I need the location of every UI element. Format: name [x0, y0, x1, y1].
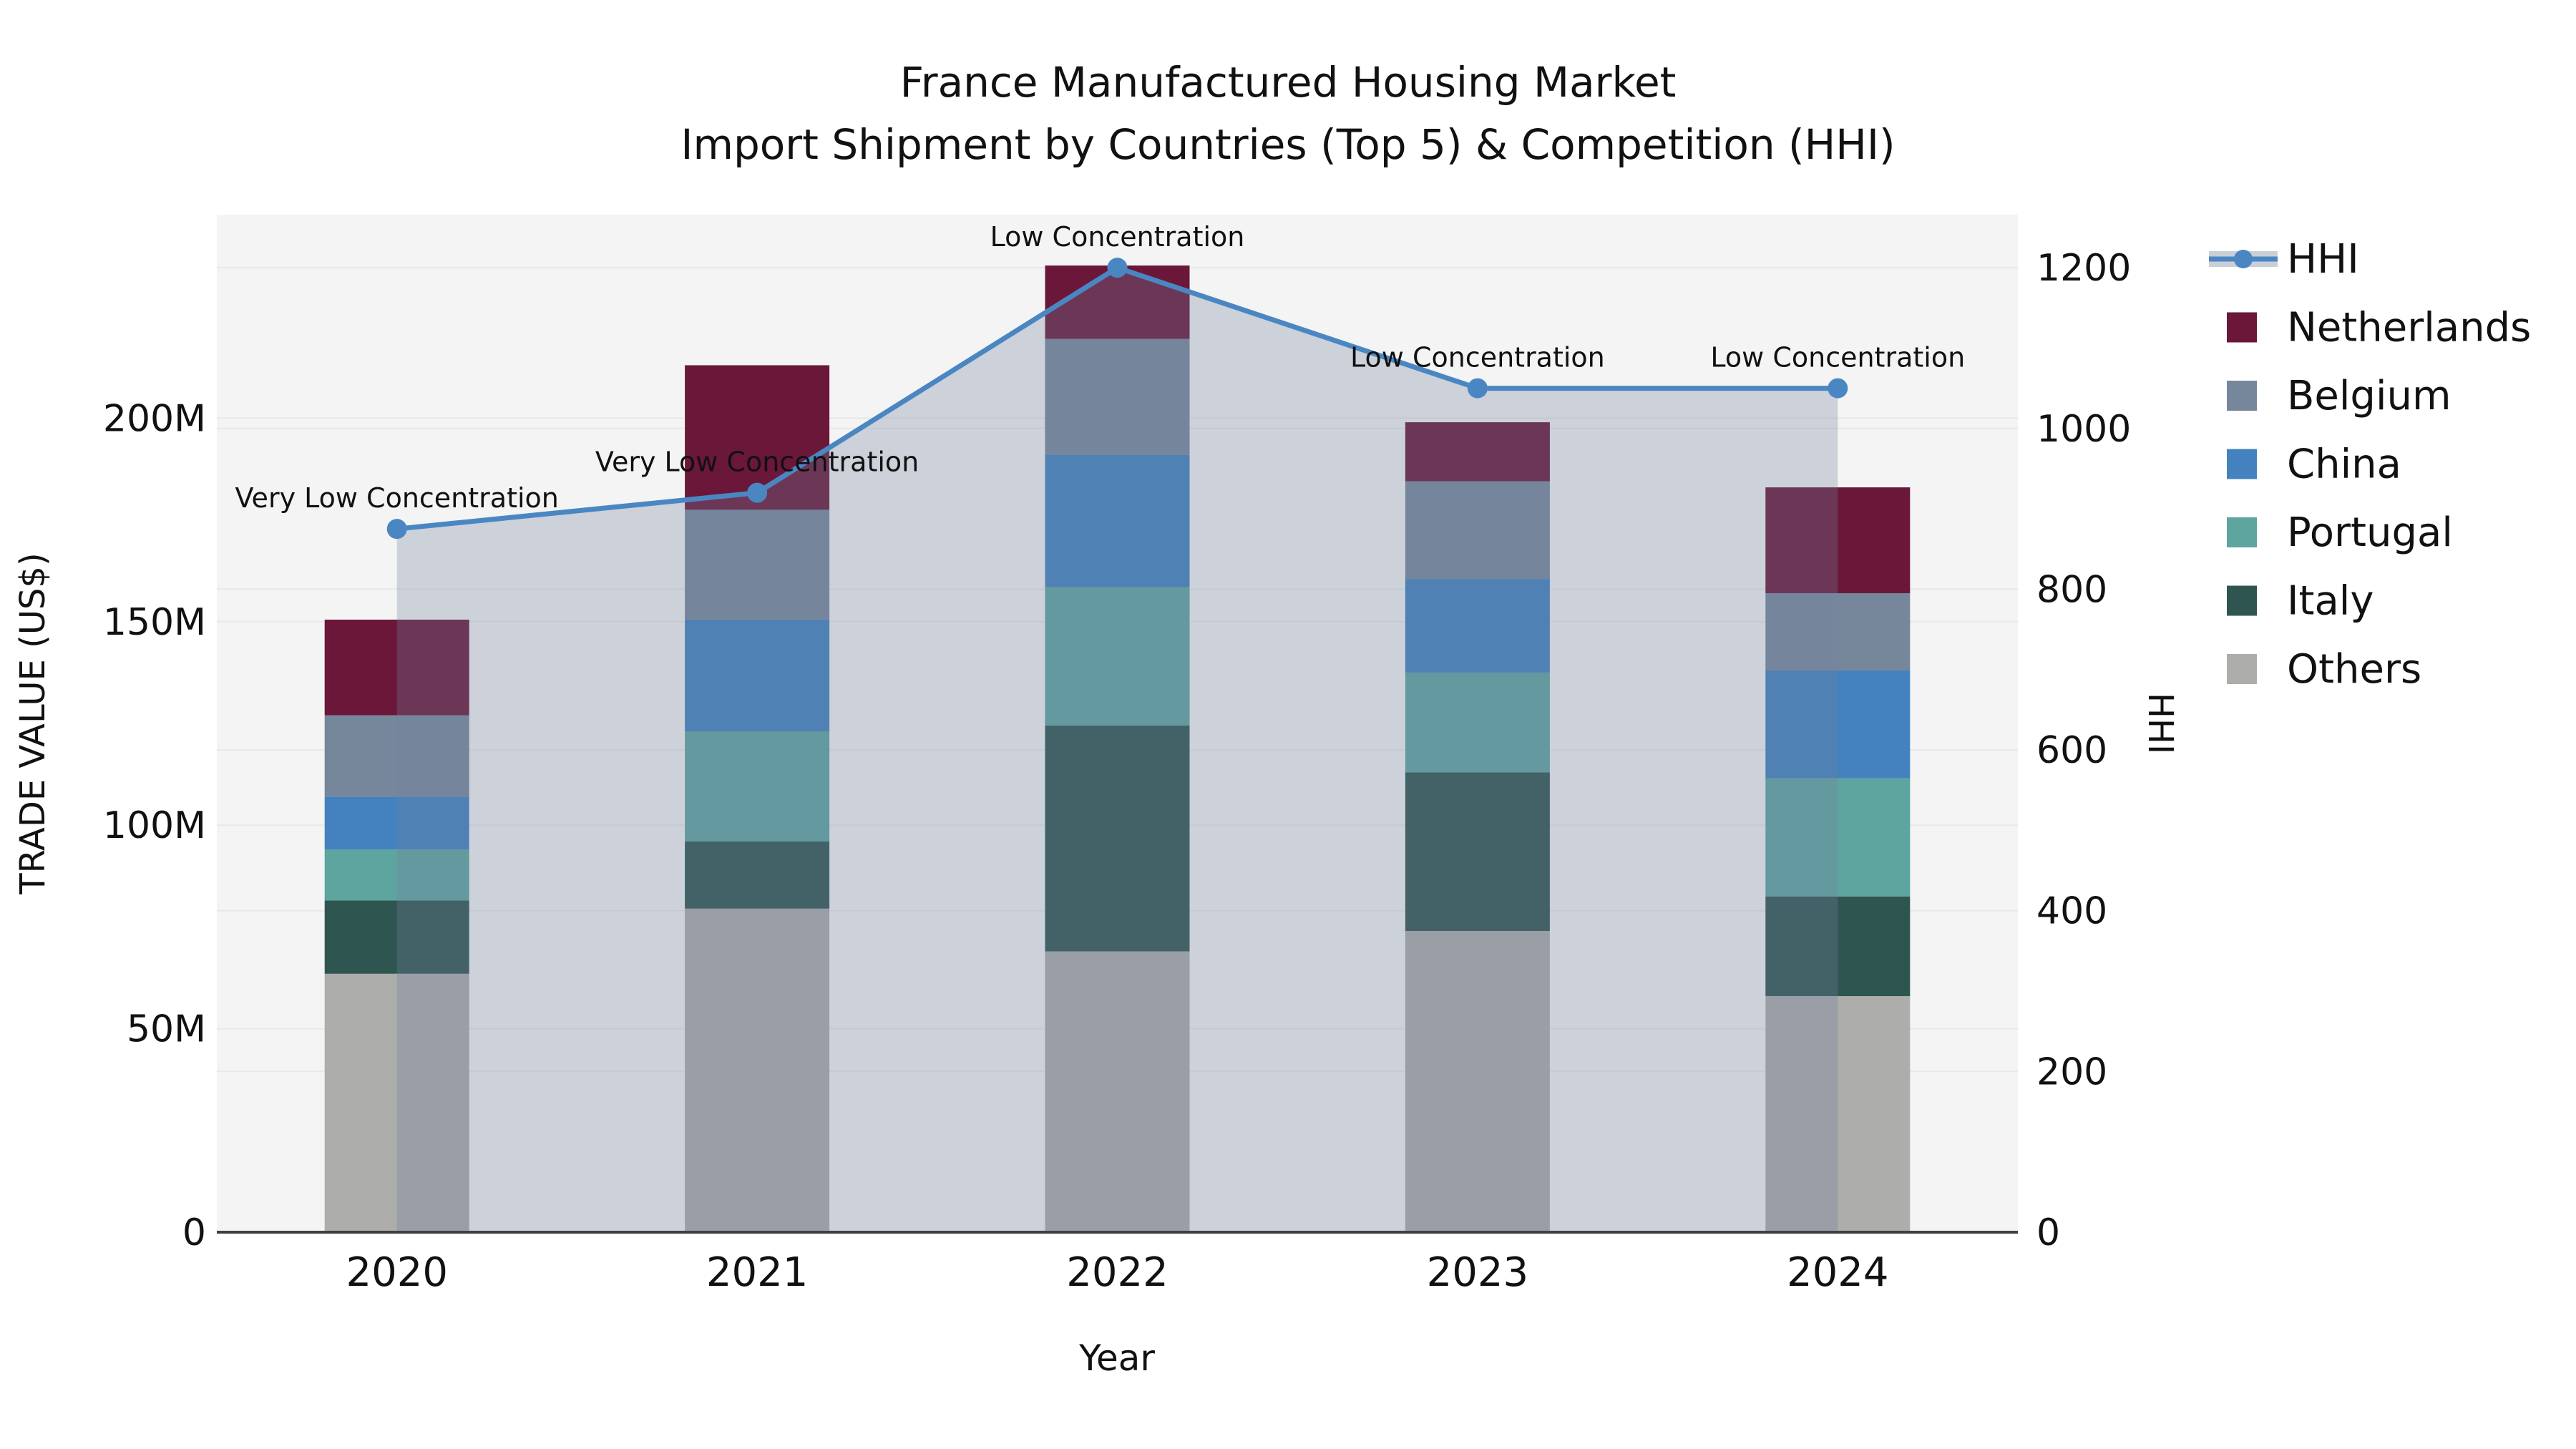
bar-segment-italy-2024 [1765, 896, 1911, 997]
x-tick-2022: 2022 [1066, 1249, 1169, 1296]
legend: HHI Netherlands Belgium China Portugal Italy O… [2209, 236, 2531, 693]
bar-segment-others-2022 [1045, 951, 1190, 1232]
bar-segment-netherlands-2023 [1405, 422, 1550, 482]
chart-title-line2: Import Shipment by Countries (Top 5) & C… [680, 120, 1895, 169]
legend-swatch-belgium [2227, 381, 2257, 411]
bar-segment-netherlands-2024 [1765, 487, 1911, 593]
legend-swatch-italy [2227, 585, 2257, 616]
x-tick-2023: 2023 [1427, 1249, 1529, 1296]
y-left-tick-0: 0 [182, 1211, 206, 1254]
legend-label-china: China [2287, 441, 2401, 488]
bar-segment-china-2021 [685, 619, 830, 732]
y-right-tick-600: 600 [2036, 729, 2107, 772]
hhi-marker-2022 [1107, 258, 1128, 278]
y-right-tick-200: 200 [2036, 1050, 2107, 1093]
y-left-tick-150M: 150M [103, 601, 206, 644]
annotation-2022: Low Concentration [990, 221, 1245, 253]
annotation-2023: Low Concentration [1350, 342, 1605, 374]
x-tick-2024: 2024 [1787, 1249, 1889, 1296]
bar-segment-others-2020 [324, 973, 469, 1232]
bar-segment-china-2023 [1405, 579, 1550, 673]
bar-segment-italy-2022 [1045, 725, 1190, 952]
legend-swatch-netherlands [2227, 312, 2257, 343]
bar-segment-belgium-2022 [1045, 338, 1190, 455]
bar-segment-italy-2020 [324, 900, 469, 974]
bar-segment-belgium-2024 [1765, 592, 1911, 671]
bar-segment-belgium-2020 [324, 715, 469, 797]
bar-segment-others-2023 [1405, 931, 1550, 1232]
y-axis-left-label: TRADE VALUE (US$) [13, 552, 53, 894]
annotation-2024: Low Concentration [1710, 342, 1965, 374]
hhi-marker-2020 [386, 519, 407, 540]
y-right-tick-1000: 1000 [2036, 408, 2131, 451]
y-right-tick-800: 800 [2036, 568, 2107, 611]
bar-segment-others-2024 [1765, 996, 1911, 1232]
plot-area: Very Low Concentration Very Low Concentra… [103, 215, 2131, 1296]
legend-label-netherlands: Netherlands [2287, 305, 2531, 351]
legend-swatch-portugal [2227, 517, 2257, 547]
bar-segment-china-2024 [1765, 670, 1911, 779]
legend-swatch-china [2227, 449, 2257, 479]
annotation-2020: Very Low Concentration [235, 482, 559, 514]
legend-label-hhi: HHI [2287, 236, 2359, 283]
hhi-area-fill [396, 268, 1838, 1232]
bar-segment-others-2021 [685, 908, 830, 1232]
y-left-tick-100M: 100M [103, 804, 206, 847]
bar-segment-netherlands-2022 [1045, 265, 1190, 339]
bar-segment-belgium-2021 [685, 509, 830, 620]
legend-label-belgium: Belgium [2287, 373, 2451, 419]
legend-swatch-others [2227, 654, 2257, 684]
bar-segment-portugal-2020 [324, 849, 469, 901]
y-axis-right-label: HHI [2140, 693, 2180, 754]
x-axis-label: Year [1078, 1337, 1155, 1379]
y-left-tick-200M: 200M [103, 397, 206, 440]
bar-segment-portugal-2022 [1045, 587, 1190, 726]
legend-label-portugal: Portugal [2287, 509, 2453, 556]
annotation-2021: Very Low Concentration [595, 447, 919, 478]
bar-segment-china-2022 [1045, 454, 1190, 587]
legend-label-italy: Italy [2287, 578, 2374, 625]
bar-segment-portugal-2024 [1765, 778, 1911, 897]
x-tick-2021: 2021 [706, 1249, 809, 1296]
legend-label-others: Others [2287, 646, 2421, 693]
hhi-marker-2024 [1828, 378, 1848, 399]
bar-segment-italy-2021 [685, 841, 830, 909]
y-right-tick-1200: 1200 [2036, 247, 2131, 290]
y-left-tick-50M: 50M [127, 1008, 206, 1051]
legend-hhi-marker-sample [2234, 250, 2253, 268]
bar-segment-italy-2023 [1405, 772, 1550, 932]
hhi-marker-2023 [1467, 378, 1488, 399]
x-tick-2020: 2020 [346, 1249, 448, 1296]
y-right-tick-400: 400 [2036, 890, 2107, 933]
bar-segment-china-2020 [324, 796, 469, 850]
chart-title-line1: France Manufactured Housing Market [900, 58, 1677, 107]
bar-segment-portugal-2023 [1405, 672, 1550, 773]
hhi-marker-2021 [747, 482, 768, 503]
bar-segment-netherlands-2020 [324, 619, 469, 716]
bar-segment-belgium-2023 [1405, 481, 1550, 580]
bar-segment-portugal-2021 [685, 731, 830, 841]
y-right-tick-0: 0 [2036, 1211, 2060, 1254]
